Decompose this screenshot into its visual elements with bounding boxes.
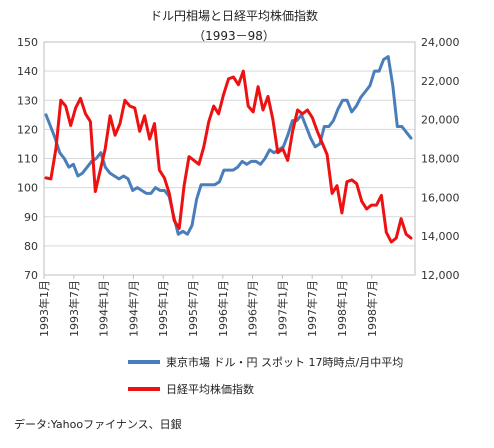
series-line-nikkei [44,69,413,244]
x-tick-label: 1997年1月 [275,280,289,337]
grid-lines [43,41,416,276]
x-tick-label: 1995年1月 [156,280,170,337]
x-tick-label: 1996年7月 [246,280,260,337]
legend-label-usdjpy: 東京市場 ドル・円 スポット 17時時点/月中平均 [166,355,403,369]
chart-subtitle: （1993－98） [193,29,275,43]
x-tick-label: 1993年1月 [37,280,51,337]
x-tick-label: 1997年7月 [305,280,319,337]
right-tick-label: 16,000 [421,191,460,204]
left-tick-label: 130 [17,94,38,107]
left-tick-label: 90 [24,211,38,224]
x-tick-label: 1993年7月 [67,280,81,337]
right-tick-label: 14,000 [421,230,460,243]
right-tick-label: 20,000 [421,114,460,127]
legend: 東京市場 ドル・円 スポット 17時時点/月中平均 日経平均株価指数 [128,355,403,396]
chart-title: ドル円相場と日経平均株価指数 [150,8,318,23]
left-tick-label: 140 [17,65,38,78]
x-tick-label: 1996年1月 [216,280,230,337]
series-lines [44,55,413,244]
right-tick-label: 22,000 [421,75,460,88]
left-tick-label: 120 [17,123,38,136]
left-tick-label: 150 [17,36,38,49]
left-tick-label: 80 [24,240,38,253]
left-axis-ticks: 70 80 90 100 110 120 130 140 150 [17,36,38,282]
x-tick-label: 1995年7月 [186,280,200,337]
right-tick-label: 12,000 [421,269,460,282]
series-line-usdjpy [44,55,413,236]
x-axis-ticks: 1993年1月 1993年7月 1994年1月 1994年7月 1995年1月 1995年… [37,275,379,337]
right-tick-label: 18,000 [421,153,460,166]
data-source-note: データ:Yahooファイナンス、日銀 [14,417,182,431]
legend-label-nikkei: 日経平均株価指数 [166,382,254,396]
left-tick-label: 70 [24,269,38,282]
x-tick-label: 1994年7月 [126,280,140,337]
left-tick-label: 100 [17,182,38,195]
x-tick-label: 1998年7月 [365,280,379,337]
x-tick-label: 1994年1月 [97,280,111,337]
left-tick-label: 110 [17,153,38,166]
right-tick-label: 24,000 [421,36,460,49]
right-axis-ticks: 12,000 14,000 16,000 18,000 20,000 22,000 24,0… [421,36,460,282]
x-tick-label: 1998年1月 [335,280,349,337]
plot-frame [43,41,416,276]
